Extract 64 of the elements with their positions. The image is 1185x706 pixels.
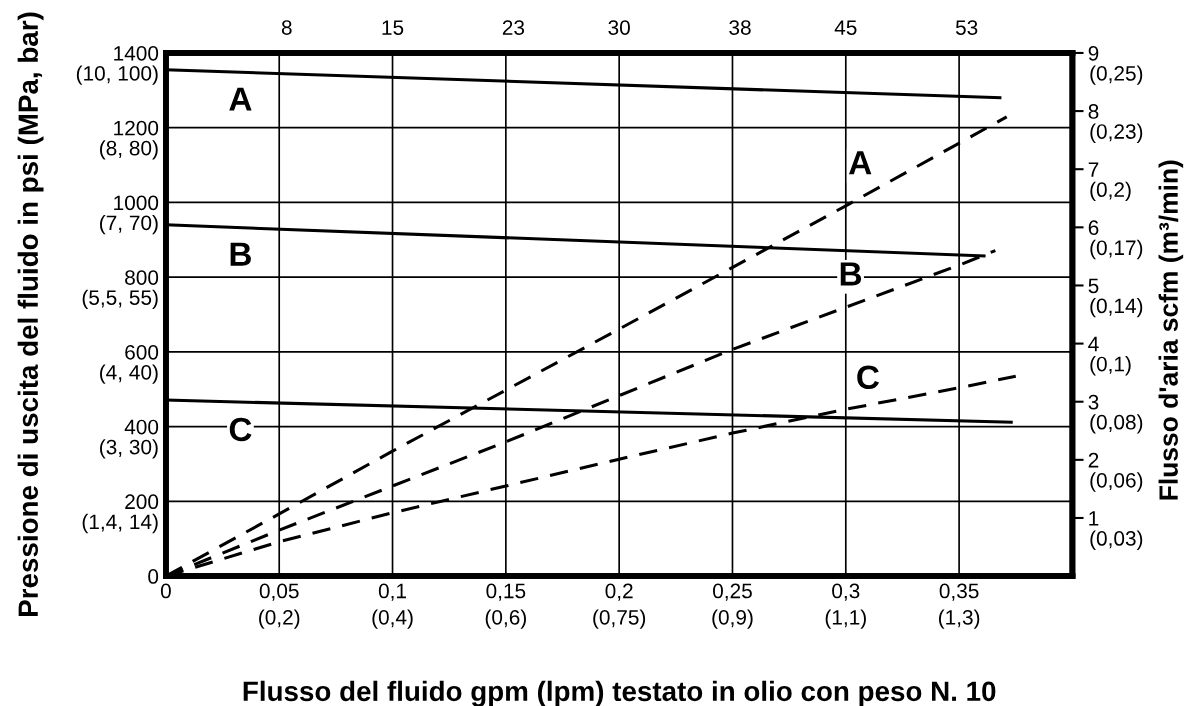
x-tick-label: 0,25 [713, 583, 752, 601]
x-tick-label: 0,3 [832, 583, 860, 601]
text: (0,25) [1090, 65, 1143, 85]
y-axis-title: Pressione di uscita del fluido in psi (MPa, bar) [17, 12, 44, 616]
y-tick-label: 200 [125, 494, 159, 510]
text: (0,2) [1090, 181, 1131, 202]
text: (0,9) [712, 609, 753, 629]
x-tick-label: 0 [160, 583, 171, 599]
series-label: C [857, 365, 880, 390]
text: (0,2) [259, 609, 300, 629]
series-label: C [229, 417, 252, 442]
text: (0,1) [1090, 356, 1131, 376]
text: (0,6) [485, 609, 526, 629]
x-tick-label: 0,05 [259, 583, 299, 601]
x2-tick-label: 38 [729, 20, 751, 35]
x2-tick-label: 15 [382, 20, 404, 35]
text: (4, 40) [100, 364, 158, 384]
x2-tick-label: 53 [955, 20, 978, 35]
y2-tick-label: 3 [1088, 394, 1099, 410]
x2-tick-label: 8 [281, 20, 292, 35]
text: (1,4, 14) [82, 513, 158, 534]
text: (0,4) [372, 609, 413, 629]
x-tick-label: 0,2 [605, 583, 633, 601]
x2-tick-label: 45 [834, 20, 857, 35]
text: (1,3) [938, 609, 980, 629]
series-label: B [840, 262, 862, 286]
y2-tick-label: 2 [1088, 452, 1099, 468]
x2-tick-label: 30 [608, 20, 630, 35]
y-tick-label: 600 [125, 344, 159, 360]
y-tick-label: 1000 [114, 195, 159, 211]
text: (3, 30) [100, 439, 158, 459]
x2-tick-label: 23 [502, 20, 525, 35]
y-tick-label: 800 [125, 270, 159, 285]
text: (0,75) [593, 609, 646, 629]
text: (0,03) [1090, 530, 1143, 550]
y-tick-label: 0 [148, 569, 159, 584]
x-tick-label: 0,15 [486, 583, 526, 601]
text: (5,5, 55) [82, 289, 158, 310]
y2-tick-label: 4 [1088, 336, 1099, 352]
x-tick-label: 0,35 [939, 583, 979, 601]
y-tick-label: 1400 [114, 45, 159, 61]
y2-tick-label: 7 [1088, 162, 1099, 177]
text: (0,23) [1090, 123, 1143, 143]
text: (1,1) [825, 609, 866, 629]
series-label: A [849, 151, 872, 175]
text: (10, 100) [76, 65, 158, 85]
text: (8, 80) [100, 140, 158, 160]
x-axis-title: Flusso del fluido gpm (lpm) testato in olio con peso N. 10 [243, 680, 996, 706]
series-label: A [229, 87, 252, 111]
series-label: B [230, 242, 251, 266]
y2-tick-label: 1 [1089, 511, 1099, 526]
text: (0,08) [1090, 414, 1143, 434]
text: (0,17) [1090, 239, 1143, 260]
y2-tick-label: 5 [1088, 278, 1099, 294]
x-tick-label: 0,1 [378, 583, 406, 601]
y2-axis-title: Flusso d'aria scfm (m³/min) [1158, 160, 1184, 500]
y-tick-label: 400 [124, 419, 159, 435]
y2-tick-label: 6 [1088, 220, 1099, 236]
text: (0,14) [1090, 297, 1143, 318]
text: (7, 70) [100, 214, 158, 235]
y2-tick-label: 8 [1088, 104, 1099, 119]
text: (0,06) [1090, 472, 1143, 492]
y-tick-label: 1200 [114, 120, 159, 136]
y2-tick-label: 9 [1088, 45, 1099, 61]
